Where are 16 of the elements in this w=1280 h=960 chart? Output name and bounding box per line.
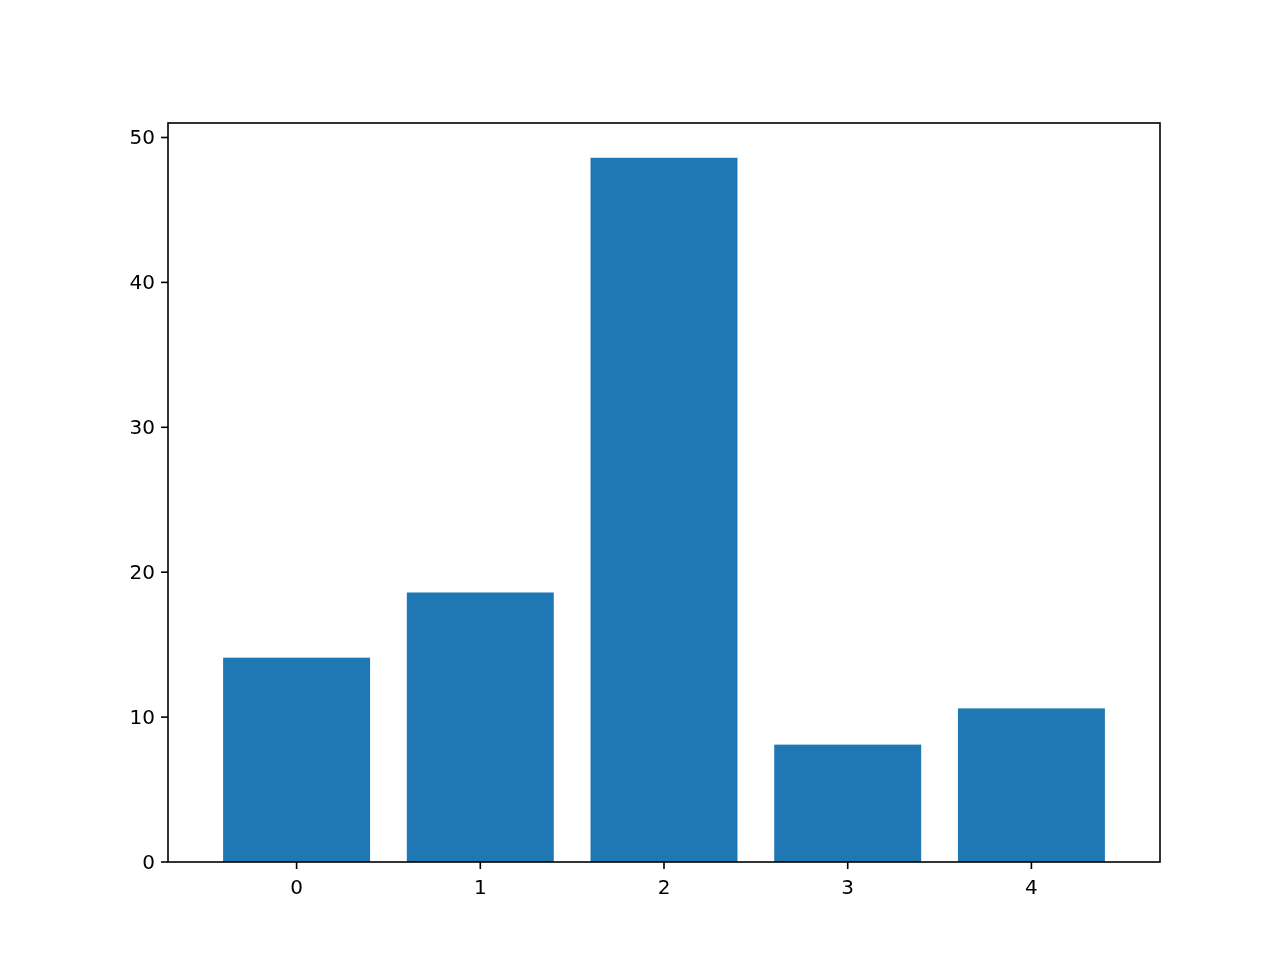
- x-tick-label: 3: [841, 875, 855, 899]
- bar: [223, 657, 371, 862]
- x-tick-label: 2: [657, 875, 671, 899]
- y-tick-label: 0: [142, 850, 155, 874]
- bar: [957, 708, 1105, 862]
- y-tick-label: 30: [129, 415, 155, 440]
- y-tick-label: 10: [129, 705, 155, 730]
- bar: [774, 744, 922, 862]
- x-tick-label: 1: [473, 875, 487, 899]
- y-tick-label: 40: [129, 270, 155, 295]
- x-tick-label: 4: [1025, 875, 1038, 899]
- y-tick-label: 50: [129, 125, 155, 150]
- x-tick-label: 0: [290, 875, 303, 899]
- y-tick-label: 20: [129, 560, 155, 585]
- bar: [590, 157, 738, 862]
- bar: [406, 592, 554, 862]
